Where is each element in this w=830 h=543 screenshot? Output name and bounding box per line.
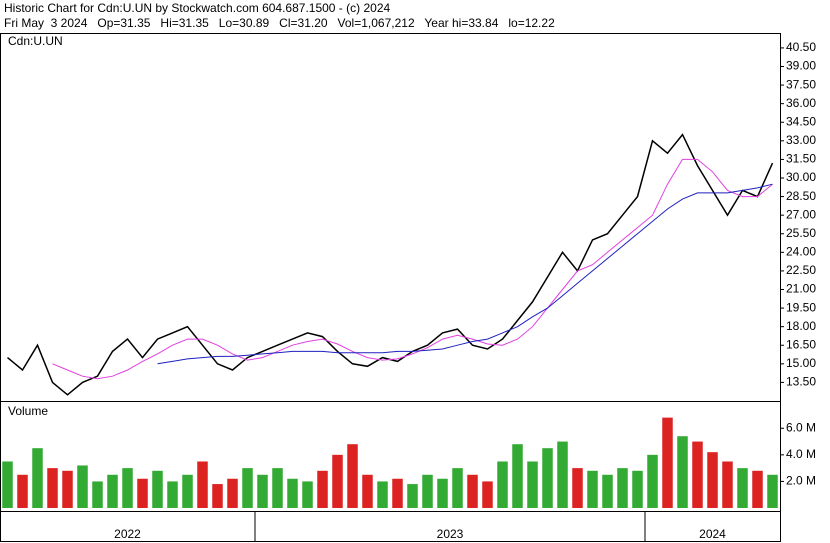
- volume-bar: [242, 468, 253, 508]
- volume-bar: [212, 484, 223, 508]
- volume-bar: [182, 474, 193, 508]
- y-tick-label: 22.50: [786, 263, 816, 277]
- y-tick-label: 15.00: [786, 356, 816, 370]
- date-strip: [0, 511, 781, 542]
- volume-bar: [77, 465, 88, 508]
- y-tick-label: 24.00: [786, 245, 816, 259]
- volume-bar: [737, 468, 748, 508]
- volume-bar: [47, 468, 58, 508]
- volume-bar: [467, 474, 478, 508]
- y-tick-label: 2.0 M: [786, 474, 816, 488]
- y-tick-label: 21.00: [786, 282, 816, 296]
- volume-bar: [722, 461, 733, 508]
- panel-label: Cdn:U.UN: [8, 34, 63, 48]
- volume-bar: [542, 448, 553, 508]
- volume-bar: [602, 474, 613, 508]
- volume-bar: [287, 478, 298, 508]
- volume-bar: [707, 452, 718, 508]
- chart-title: Historic Chart for Cdn:U.UN by Stockwatc…: [4, 1, 390, 15]
- volume-bar: [62, 470, 73, 508]
- volume-bar: [692, 441, 703, 508]
- volume-bar: [197, 461, 208, 508]
- volume-bar: [362, 474, 373, 508]
- y-tick-label: 25.50: [786, 226, 816, 240]
- volume-bar: [107, 474, 118, 508]
- volume-bar: [92, 481, 103, 508]
- volume-bar: [272, 468, 283, 508]
- quote-line: Fri May 3 2024 Op=31.35 Hi=31.35 Lo=30.8…: [4, 16, 555, 30]
- volume-bar: [392, 478, 403, 508]
- x-tick-label: 2023: [437, 527, 464, 541]
- volume-bar: [17, 474, 28, 508]
- volume-bar: [572, 468, 583, 508]
- volume-bar: [317, 470, 328, 508]
- volume-bar: [167, 481, 178, 508]
- y-tick-label: 33.00: [786, 133, 816, 147]
- price-line: [52, 158, 773, 380]
- y-tick-label: 39.00: [786, 59, 816, 73]
- y-tick-label: 28.50: [786, 189, 816, 203]
- volume-bar: [752, 470, 763, 508]
- volume-bar: [632, 470, 643, 508]
- y-tick-label: 16.50: [786, 337, 816, 351]
- volume-bar: [32, 448, 43, 508]
- y-tick-label: 19.50: [786, 300, 816, 314]
- price-line: [157, 183, 773, 365]
- y-tick-label: 13.50: [786, 375, 816, 389]
- volume-bar: [257, 474, 268, 508]
- volume-bar: [302, 481, 313, 508]
- volume-bar: [407, 484, 418, 508]
- volume-bar: [122, 468, 133, 508]
- x-tick-label: 2024: [699, 527, 726, 541]
- volume-bar: [227, 478, 238, 508]
- y-tick-label: 6.0 M: [786, 420, 816, 434]
- volume-bar: [662, 417, 673, 508]
- volume-bar: [587, 470, 598, 508]
- y-tick-label: 40.50: [786, 40, 816, 54]
- volume-bar: [377, 481, 388, 508]
- y-tick-label: 27.00: [786, 207, 816, 221]
- volume-bar: [767, 474, 778, 508]
- volume-bar: [437, 478, 448, 508]
- volume-bar: [677, 436, 688, 508]
- volume-bar: [527, 461, 538, 508]
- volume-bar: [452, 468, 463, 508]
- volume-bar: [512, 444, 523, 508]
- volume-bar: [137, 478, 148, 508]
- y-tick-label: 4.0 M: [786, 447, 816, 461]
- volume-bar: [347, 444, 358, 508]
- y-tick-label: 18.00: [786, 319, 816, 333]
- volume-bar: [617, 468, 628, 508]
- panel-label: Volume: [8, 404, 48, 418]
- volume-bar: [497, 461, 508, 508]
- x-tick-label: 2022: [114, 527, 141, 541]
- y-tick-label: 34.50: [786, 114, 816, 128]
- volume-bar: [482, 481, 493, 508]
- y-tick-label: 31.50: [786, 152, 816, 166]
- volume-bar: [422, 474, 433, 508]
- volume-bar: [2, 461, 13, 508]
- y-tick-label: 37.50: [786, 77, 816, 91]
- volume-bar: [152, 470, 163, 508]
- y-tick-label: 30.00: [786, 170, 816, 184]
- volume-bar: [332, 454, 343, 508]
- y-tick-label: 36.00: [786, 96, 816, 110]
- volume-bar: [647, 454, 658, 508]
- volume-bar: [557, 441, 568, 508]
